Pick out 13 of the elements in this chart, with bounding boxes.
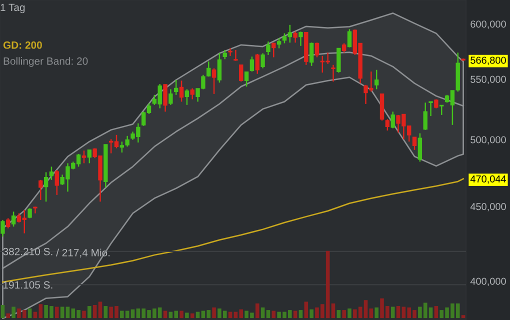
- y-tick-label: 550,000: [470, 76, 506, 84]
- y2-tick-label: 382.210 S.: [3, 248, 52, 256]
- chart-title: 1 Tag: [0, 4, 25, 14]
- annotation: / 217,4 Mio.: [56, 248, 110, 258]
- y-tick-label: 400,000: [470, 278, 506, 286]
- y-tick-label: 470,044: [470, 175, 506, 184]
- y-tick-label: 566,800: [470, 56, 506, 65]
- y-tick-label: 450,000: [470, 203, 506, 212]
- text: GD: 200: [3, 41, 42, 49]
- y2-tick-label: 191.105 S.: [4, 281, 52, 289]
- text: Bollinger Band: 20: [4, 57, 88, 67]
- y-tick-label: 500,000: [470, 136, 506, 144]
- y-tick-label: 600,000: [470, 20, 506, 29]
